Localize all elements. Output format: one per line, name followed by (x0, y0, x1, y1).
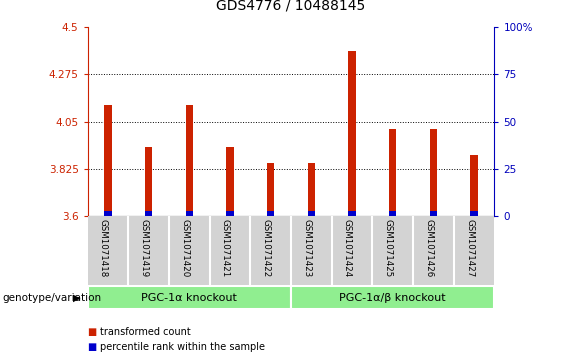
Text: percentile rank within the sample: percentile rank within the sample (100, 342, 265, 352)
Text: ■: ■ (88, 327, 97, 337)
Text: GSM1071424: GSM1071424 (343, 219, 352, 278)
Bar (88, 286, 291, 309)
Bar (430, 129, 437, 216)
Text: GSM1071427: GSM1071427 (465, 219, 474, 278)
Bar (186, 211, 193, 216)
Bar (291, 286, 494, 309)
Bar (308, 163, 315, 216)
Bar (186, 105, 193, 216)
Bar (471, 211, 477, 216)
Bar (227, 147, 233, 216)
Text: GSM1071423: GSM1071423 (302, 219, 311, 278)
Text: PGC-1α knockout: PGC-1α knockout (141, 293, 237, 303)
Bar (389, 211, 396, 216)
Bar (471, 155, 477, 216)
Bar (267, 211, 274, 216)
Bar (349, 211, 355, 216)
Text: GSM1071421: GSM1071421 (221, 219, 230, 278)
Text: GSM1071418: GSM1071418 (99, 219, 108, 278)
Bar (145, 147, 152, 216)
Text: genotype/variation: genotype/variation (3, 293, 102, 303)
Bar (145, 211, 152, 216)
Text: GSM1071419: GSM1071419 (140, 219, 149, 278)
Bar (227, 211, 233, 216)
Text: PGC-1α/β knockout: PGC-1α/β knockout (340, 293, 446, 303)
Bar (267, 163, 274, 216)
Text: GSM1071420: GSM1071420 (180, 219, 189, 278)
Bar (430, 211, 437, 216)
Text: GSM1071425: GSM1071425 (384, 219, 393, 278)
Text: transformed count: transformed count (100, 327, 191, 337)
Bar (308, 211, 315, 216)
Text: ■: ■ (88, 342, 97, 352)
Bar (105, 211, 111, 216)
Text: GDS4776 / 10488145: GDS4776 / 10488145 (216, 0, 366, 13)
Text: ▶: ▶ (72, 293, 80, 303)
Text: GSM1071426: GSM1071426 (424, 219, 433, 278)
Bar (389, 129, 396, 216)
Text: GSM1071422: GSM1071422 (262, 219, 271, 278)
Bar (105, 105, 111, 216)
Bar (349, 51, 355, 216)
